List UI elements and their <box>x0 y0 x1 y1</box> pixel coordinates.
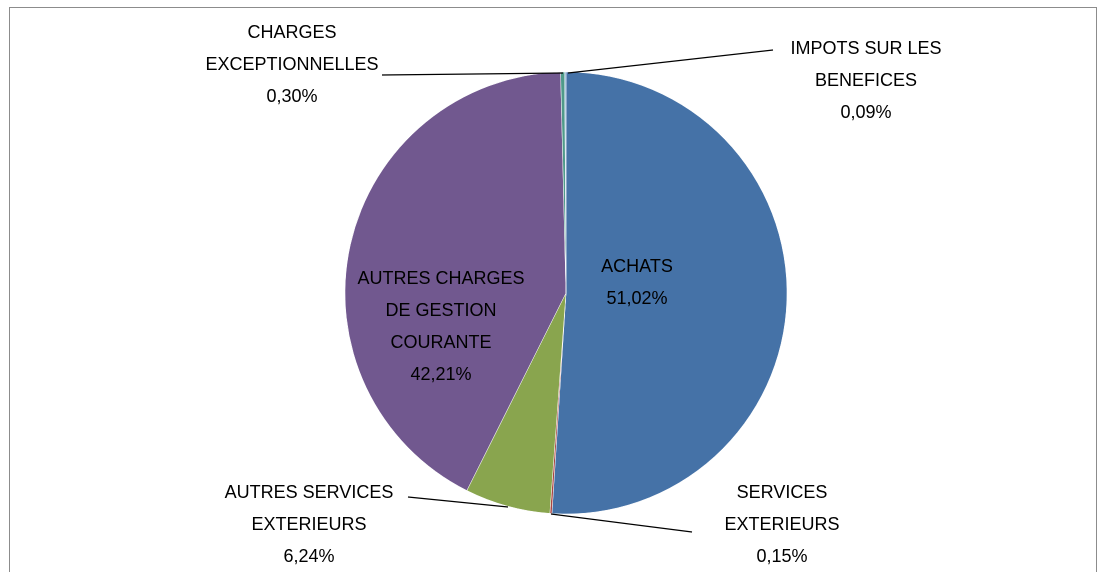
pie-slice <box>344 71 567 491</box>
slice-name: AUTRES SERVICES EXTERIEURS <box>224 482 394 534</box>
slice-name: AUTRES CHARGES DE GESTION COURANTE <box>357 268 525 352</box>
slice-label: ACHATS 51,02% <box>572 250 702 314</box>
leader-line <box>550 513 693 533</box>
slice-name: CHARGES EXCEPTIONNELLES <box>205 22 379 74</box>
leader-line <box>407 496 509 508</box>
slice-label: SERVICES EXTERIEURS 0,15% <box>717 476 847 572</box>
slice-label: CHARGES EXCEPTIONNELLES 0,30% <box>192 16 392 112</box>
slice-percent: 51,02% <box>606 288 668 308</box>
slice-percent: 42,21% <box>410 364 472 384</box>
slice-percent: 0,09% <box>840 102 892 122</box>
slice-percent: 0,15% <box>756 546 808 566</box>
pie-slice <box>551 71 788 515</box>
slice-label: AUTRES CHARGES DE GESTION COURANTE 42,21% <box>356 262 526 390</box>
slice-label: IMPOTS SUR LES BENEFICES 0,09% <box>776 32 956 128</box>
slice-percent: 6,24% <box>283 546 335 566</box>
slice-name: ACHATS <box>601 256 673 276</box>
slice-name: SERVICES EXTERIEURS <box>724 482 840 534</box>
leader-line <box>381 72 564 76</box>
slice-name: IMPOTS SUR LES BENEFICES <box>790 38 942 90</box>
slice-label: AUTRES SERVICES EXTERIEURS 6,24% <box>222 476 397 572</box>
slice-percent: 0,30% <box>266 86 318 106</box>
leader-line <box>567 49 774 74</box>
chart-frame <box>9 7 1097 572</box>
pie-slice <box>564 71 567 294</box>
